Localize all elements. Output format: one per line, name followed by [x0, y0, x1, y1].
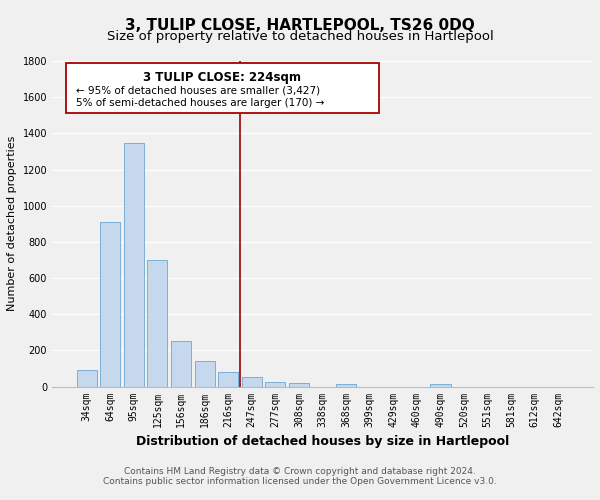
Bar [430, 384, 451, 386]
X-axis label: Distribution of detached houses by size in Hartlepool: Distribution of detached houses by size … [136, 435, 509, 448]
Bar [171, 342, 191, 386]
Bar [148, 260, 167, 386]
FancyBboxPatch shape [65, 62, 379, 113]
Bar [218, 372, 238, 386]
Bar [265, 382, 286, 386]
Text: Size of property relative to detached houses in Hartlepool: Size of property relative to detached ho… [107, 30, 493, 43]
Bar [100, 222, 120, 386]
Bar [289, 383, 309, 386]
Text: 3 TULIP CLOSE: 224sqm: 3 TULIP CLOSE: 224sqm [143, 70, 301, 84]
Bar [77, 370, 97, 386]
Y-axis label: Number of detached properties: Number of detached properties [7, 136, 17, 312]
Text: Contains HM Land Registry data © Crown copyright and database right 2024.: Contains HM Land Registry data © Crown c… [124, 467, 476, 476]
Bar [194, 362, 215, 386]
Text: ← 95% of detached houses are smaller (3,427): ← 95% of detached houses are smaller (3,… [76, 86, 320, 96]
Bar [242, 376, 262, 386]
Bar [124, 144, 144, 386]
Text: 5% of semi-detached houses are larger (170) →: 5% of semi-detached houses are larger (1… [76, 98, 325, 108]
Text: Contains public sector information licensed under the Open Government Licence v3: Contains public sector information licen… [103, 477, 497, 486]
Text: 3, TULIP CLOSE, HARTLEPOOL, TS26 0DQ: 3, TULIP CLOSE, HARTLEPOOL, TS26 0DQ [125, 18, 475, 32]
Bar [336, 384, 356, 386]
